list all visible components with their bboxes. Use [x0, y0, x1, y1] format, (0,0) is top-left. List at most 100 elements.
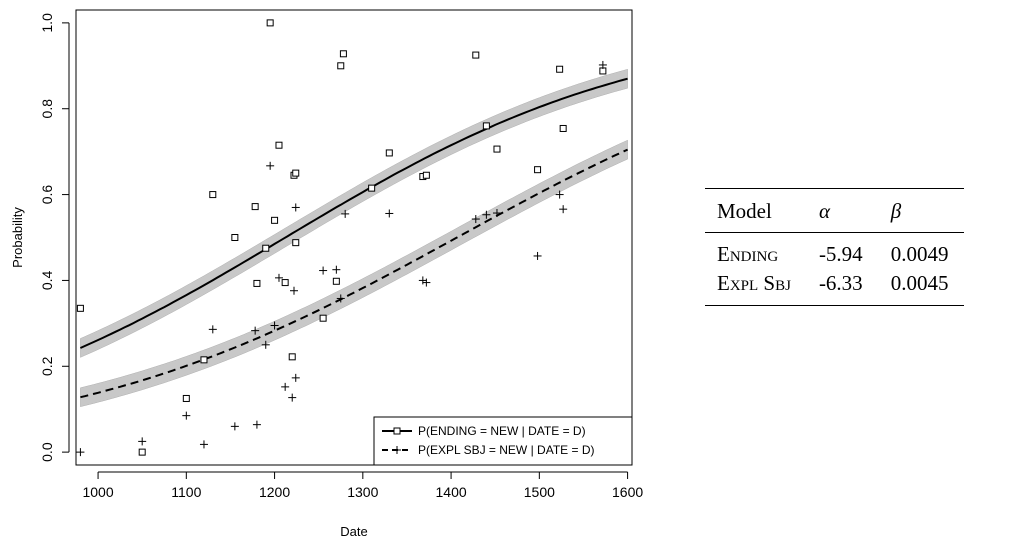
- data-point-plus: [598, 60, 607, 69]
- data-point-square: [339, 50, 347, 58]
- data-points: [76, 19, 607, 457]
- plot-area-frame: [75, 9, 633, 466]
- legend-label: P(EXPL SBJ = NEW | DATE = D): [418, 443, 595, 457]
- model-parameters-table: Model α β Ending -5.94 0.0049 Expl Sbj -…: [705, 188, 965, 306]
- y-tick-label: 0.8: [39, 99, 55, 119]
- legend-label: P(ENDING = NEW | DATE = D): [418, 424, 586, 438]
- y-tick-label: 0.0: [39, 442, 55, 462]
- y-tick-label: 0.6: [39, 185, 55, 205]
- y-axis: 0.0 0.2 0.4 0.6 0.8 1.0: [39, 13, 70, 462]
- legend-marker: [393, 446, 401, 454]
- data-point-plus: [208, 325, 217, 334]
- data-point-square: [337, 62, 345, 70]
- legend-marker: [393, 427, 401, 435]
- data-point-square: [231, 234, 239, 241]
- fitted-curves: [79, 77, 629, 399]
- x-tick-label: 1600: [612, 484, 643, 500]
- data-point-plus: [555, 190, 564, 199]
- x-tick-label: 1200: [259, 484, 290, 500]
- x-axis: 1000 1100 1200 1300 1400 1500 1600: [82, 471, 643, 500]
- data-point-square: [292, 239, 300, 247]
- header-beta: β: [878, 188, 965, 233]
- data-point-square: [493, 145, 501, 153]
- data-point-plus: [288, 393, 297, 402]
- confidence-band: [80, 139, 628, 408]
- data-point-plus: [251, 326, 260, 335]
- data-point-plus: [199, 440, 208, 449]
- data-point-plus: [266, 161, 275, 170]
- data-point-plus: [418, 276, 427, 285]
- beta-cell: 0.0049: [890, 242, 949, 266]
- data-point-plus: [385, 209, 394, 218]
- data-point-plus: [336, 294, 345, 303]
- data-point-square: [559, 124, 567, 132]
- data-point-square: [556, 65, 564, 73]
- alpha-cell: -6.33: [806, 269, 879, 306]
- data-point-plus: [471, 215, 480, 224]
- table-row: Ending -5.94 0.0049: [705, 233, 964, 270]
- legend-box: [373, 416, 633, 466]
- data-point-plus: [289, 286, 298, 295]
- x-axis-label: Date: [340, 524, 367, 539]
- data-point-square: [385, 149, 393, 157]
- data-point-plus: [291, 203, 300, 212]
- data-point-plus: [341, 209, 350, 218]
- confidence-bands: [80, 68, 628, 408]
- data-point-plus: [281, 382, 290, 391]
- data-point-square: [271, 216, 279, 224]
- data-point-plus: [270, 321, 279, 330]
- data-point-square: [482, 122, 490, 130]
- data-point-square: [368, 184, 376, 192]
- alpha-cell: -5.94: [818, 242, 863, 266]
- data-point-plus: [138, 437, 147, 446]
- probability-chart: 1000 1100 1200 1300 1400 1500 1600 0.0 0.2 0.4 0.…: [10, 9, 643, 539]
- data-point-square: [138, 448, 146, 456]
- x-tick-label: 1300: [347, 484, 378, 500]
- data-point-square: [422, 171, 430, 179]
- y-axis-label: Probability: [10, 207, 25, 268]
- data-point-square: [319, 314, 327, 322]
- data-point-plus: [492, 209, 501, 218]
- data-point-plus: [76, 448, 85, 457]
- model-name-cell: Ending: [717, 242, 779, 266]
- data-point-square: [262, 244, 270, 252]
- data-point-plus: [182, 411, 191, 420]
- data-point-plus: [274, 273, 283, 282]
- beta-cell: 0.0045: [878, 269, 965, 306]
- data-point-plus: [291, 373, 300, 382]
- x-tick-label: 1500: [524, 484, 555, 500]
- model-name-cell: Expl Sbj: [705, 269, 807, 306]
- data-point-square: [292, 169, 300, 177]
- data-point-plus: [332, 265, 341, 274]
- fitted-curve-expl-sbj: [80, 148, 629, 399]
- data-point-square: [275, 141, 283, 149]
- data-point-square: [332, 277, 340, 285]
- data-point-plus: [559, 205, 568, 214]
- data-point-plus: [252, 420, 261, 429]
- data-point-square: [209, 191, 217, 199]
- data-point-plus: [261, 340, 270, 349]
- data-point-square: [200, 356, 208, 364]
- data-point-plus: [482, 210, 491, 219]
- table-header-row: Model α β: [705, 188, 965, 233]
- x-tick-label: 1000: [82, 484, 113, 500]
- x-tick-label: 1100: [171, 484, 201, 500]
- data-point-square: [472, 51, 480, 59]
- data-point-square: [281, 279, 289, 287]
- x-tick-label: 1400: [436, 484, 467, 500]
- table-row: Expl Sbj -6.33 0.0045: [705, 269, 965, 306]
- data-point-square: [266, 19, 274, 27]
- y-tick-label: 0.2: [39, 356, 55, 376]
- data-point-square: [182, 394, 190, 402]
- legend: P(ENDING = NEW | DATE = D) P(EXPL SBJ = N…: [373, 416, 633, 466]
- data-point-square: [76, 304, 84, 312]
- header-alpha: α: [806, 188, 879, 233]
- data-point-plus: [319, 266, 328, 275]
- data-point-plus: [533, 251, 542, 260]
- data-point-square: [534, 166, 542, 174]
- data-point-square: [251, 203, 259, 211]
- confidence-band: [80, 68, 628, 358]
- y-tick-label: 0.4: [39, 270, 55, 290]
- data-point-square: [288, 353, 296, 361]
- data-point-plus: [230, 422, 239, 431]
